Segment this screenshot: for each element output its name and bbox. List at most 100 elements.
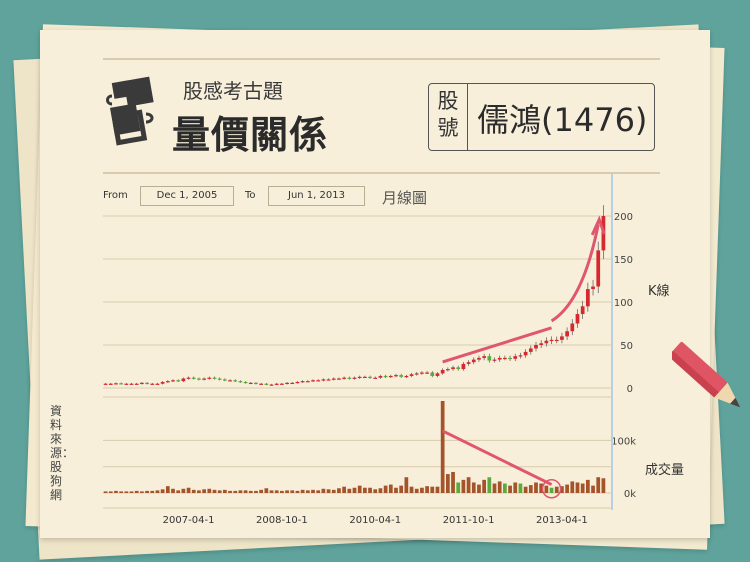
candle-body: [248, 382, 253, 385]
candle-body: [565, 331, 569, 337]
volume-bar: [549, 487, 554, 493]
candle-body: [503, 357, 507, 360]
volume-bar: [492, 483, 497, 493]
candle-body: [150, 383, 155, 385]
to-label: To: [245, 190, 256, 201]
volume-bar: [264, 488, 269, 493]
volume-bar: [554, 486, 559, 493]
candle-body: [165, 381, 170, 383]
volume-bar: [508, 485, 512, 493]
candle-body: [254, 382, 258, 385]
candle-body: [539, 343, 544, 345]
volume-bar: [430, 486, 435, 493]
candle-body: [243, 381, 248, 384]
x-tick-label: 2013-04-1: [536, 515, 588, 526]
candle-body: [202, 378, 206, 380]
candle-body: [160, 381, 165, 384]
price-panel-label: K線: [648, 284, 670, 299]
volume-bar: [456, 482, 461, 493]
candle-body: [394, 375, 398, 377]
stock-box: 股號 儒鴻(1476): [428, 83, 655, 151]
price-surge-arrowhead: [590, 215, 606, 236]
candle-body: [347, 377, 352, 379]
candle-body: [238, 381, 243, 383]
candle-body: [305, 381, 310, 383]
stock-label-cell: 股號: [429, 84, 468, 150]
volume-bar: [207, 488, 212, 493]
candle-body: [124, 383, 129, 385]
volume-bar: [368, 487, 372, 493]
x-tick-label: 2011-10-1: [443, 515, 495, 526]
volume-bar: [342, 486, 346, 493]
candle-body: [528, 348, 533, 352]
candle-body: [103, 383, 108, 385]
volume-bar: [451, 471, 455, 493]
volume-bar: [140, 491, 144, 493]
volume-bar: [445, 474, 450, 493]
volume-bar: [171, 488, 175, 493]
candle-body: [508, 357, 512, 360]
stock-name: 儒鴻(1476): [477, 101, 648, 139]
volume-bar: [176, 490, 181, 493]
volume-bar: [228, 490, 232, 493]
volume-bar: [503, 483, 507, 493]
candle-body: [197, 378, 201, 380]
candle-body: [233, 380, 238, 382]
volume-bar: [394, 487, 398, 493]
candle-body: [311, 380, 315, 382]
volume-bar: [523, 486, 528, 493]
candle-body: [280, 383, 284, 385]
volume-tick-label: 0k: [624, 489, 636, 500]
volume-bar: [191, 489, 196, 493]
volume-bar: [150, 490, 155, 493]
volume-bar: [601, 478, 606, 493]
candle-body: [487, 356, 492, 361]
volume-bar: [119, 491, 124, 493]
price-tick-label: 0: [627, 384, 633, 395]
x-tick-label: 2008-10-1: [256, 515, 308, 526]
volume-bar: [108, 491, 113, 493]
candle-body: [430, 372, 435, 376]
volume-bar: [487, 477, 492, 493]
volume-low-circle: [541, 479, 562, 499]
to-date-input[interactable]: Jun 1, 2013: [268, 186, 365, 206]
candle-body: [420, 372, 424, 374]
volume-bar: [248, 490, 253, 493]
price-tick-label: 100: [614, 298, 633, 309]
volume-bar: [513, 482, 518, 493]
volume-bar: [435, 486, 440, 493]
candle-body: [404, 375, 409, 378]
candle-body: [425, 372, 429, 374]
volume-panel-label: 成交量: [645, 463, 685, 478]
volume-bar: [295, 490, 300, 493]
from-date-input[interactable]: Dec 1, 2005: [140, 186, 234, 206]
volume-bar: [440, 401, 445, 493]
volume-bar: [222, 489, 227, 493]
candle-body: [212, 377, 217, 379]
candle-body: [331, 378, 336, 380]
candle-body: [544, 340, 549, 344]
candle-body: [222, 379, 227, 381]
volume-bar: [539, 483, 544, 493]
volume-bar: [357, 485, 362, 493]
candle-body: [145, 382, 149, 385]
candle-body: [228, 380, 232, 382]
candle-body: [140, 382, 144, 385]
candle-body: [477, 357, 481, 360]
volume-bar: [466, 477, 471, 493]
candle-body: [445, 369, 450, 371]
volume-bar: [165, 486, 170, 493]
volume-bar: [591, 485, 595, 493]
candle-body: [363, 376, 367, 379]
volume-bar: [274, 490, 279, 493]
volume-bar: [528, 485, 533, 493]
volume-bar: [347, 488, 352, 493]
volume-bar: [471, 482, 476, 493]
candle-body: [575, 314, 580, 324]
volume-bar: [114, 490, 118, 493]
candle-body: [186, 377, 191, 379]
candle-body: [108, 383, 113, 385]
candle-body: [534, 345, 538, 349]
candle-body: [585, 289, 590, 307]
